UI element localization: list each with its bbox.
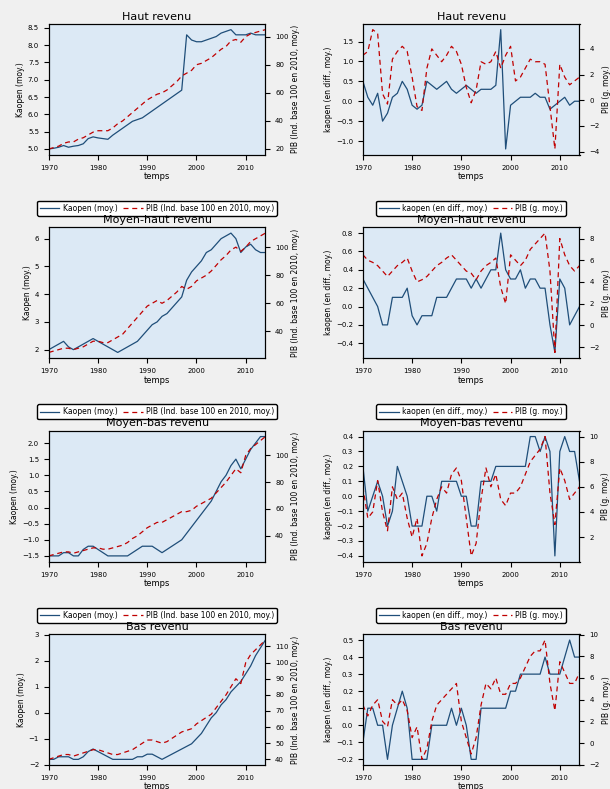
Title: Moyen-haut revenu: Moyen-haut revenu — [417, 215, 526, 225]
X-axis label: temps: temps — [144, 376, 170, 384]
X-axis label: temps: temps — [144, 579, 170, 588]
Legend: Kaopen (moy.), PIB (Ind. base 100 en 2010, moy.): Kaopen (moy.), PIB (Ind. base 100 en 201… — [37, 200, 277, 216]
Legend: kaopen (en diff., moy.), PIB (g. moy.): kaopen (en diff., moy.), PIB (g. moy.) — [376, 200, 566, 216]
Y-axis label: PIB (g. moy.): PIB (g. moy.) — [601, 473, 610, 520]
Legend: kaopen (en diff., moy.), PIB (g. moy.): kaopen (en diff., moy.), PIB (g. moy.) — [376, 404, 566, 419]
Y-axis label: PIB (Ind. base 100 en 2010, moy.): PIB (Ind. base 100 en 2010, moy.) — [292, 229, 300, 357]
Legend: Kaopen (moy.), PIB (Ind. base 100 en 2010, moy.): Kaopen (moy.), PIB (Ind. base 100 en 201… — [37, 608, 277, 623]
Y-axis label: Kaopen (moy.): Kaopen (moy.) — [16, 62, 25, 117]
Title: Moyen-bas revenu: Moyen-bas revenu — [106, 418, 209, 428]
X-axis label: temps: temps — [458, 376, 484, 384]
Y-axis label: PIB (Ind. base 100 en 2010, moy.): PIB (Ind. base 100 en 2010, moy.) — [292, 636, 300, 764]
Title: Haut revenu: Haut revenu — [437, 12, 506, 21]
Y-axis label: PIB (Ind. base 100 en 2010, moy.): PIB (Ind. base 100 en 2010, moy.) — [292, 432, 300, 560]
X-axis label: temps: temps — [458, 783, 484, 789]
Y-axis label: kaopen (en diff., moy.): kaopen (en diff., moy.) — [325, 250, 334, 335]
Y-axis label: Kaopen (moy.): Kaopen (moy.) — [10, 469, 19, 524]
X-axis label: temps: temps — [144, 172, 170, 181]
Legend: kaopen (en diff., moy.), PIB (g. moy.): kaopen (en diff., moy.), PIB (g. moy.) — [376, 608, 566, 623]
Y-axis label: PIB (g. moy.): PIB (g. moy.) — [602, 65, 610, 113]
Y-axis label: kaopen (en diff., moy.): kaopen (en diff., moy.) — [325, 454, 333, 539]
Y-axis label: Kaopen (moy.): Kaopen (moy.) — [23, 265, 32, 320]
Y-axis label: kaopen (en diff., moy.): kaopen (en diff., moy.) — [325, 657, 333, 742]
Y-axis label: Kaopen (moy.): Kaopen (moy.) — [17, 672, 26, 727]
Title: Haut revenu: Haut revenu — [123, 12, 192, 21]
Legend: Kaopen (moy.), PIB (Ind. base 100 en 2010, moy.): Kaopen (moy.), PIB (Ind. base 100 en 201… — [37, 404, 277, 419]
X-axis label: temps: temps — [144, 783, 170, 789]
Title: Bas revenu: Bas revenu — [126, 622, 188, 632]
Title: Moyen-haut revenu: Moyen-haut revenu — [102, 215, 212, 225]
Y-axis label: kaopen (en diff., moy.): kaopen (en diff., moy.) — [325, 47, 333, 132]
Title: Moyen-bas revenu: Moyen-bas revenu — [420, 418, 523, 428]
Y-axis label: PIB (g. moy.): PIB (g. moy.) — [602, 269, 610, 316]
Y-axis label: PIB (Ind. base 100 en 2010, moy.): PIB (Ind. base 100 en 2010, moy.) — [292, 25, 300, 153]
X-axis label: temps: temps — [458, 172, 484, 181]
Y-axis label: PIB (g. moy.): PIB (g. moy.) — [602, 676, 610, 724]
Title: Bas revenu: Bas revenu — [440, 622, 503, 632]
X-axis label: temps: temps — [458, 579, 484, 588]
